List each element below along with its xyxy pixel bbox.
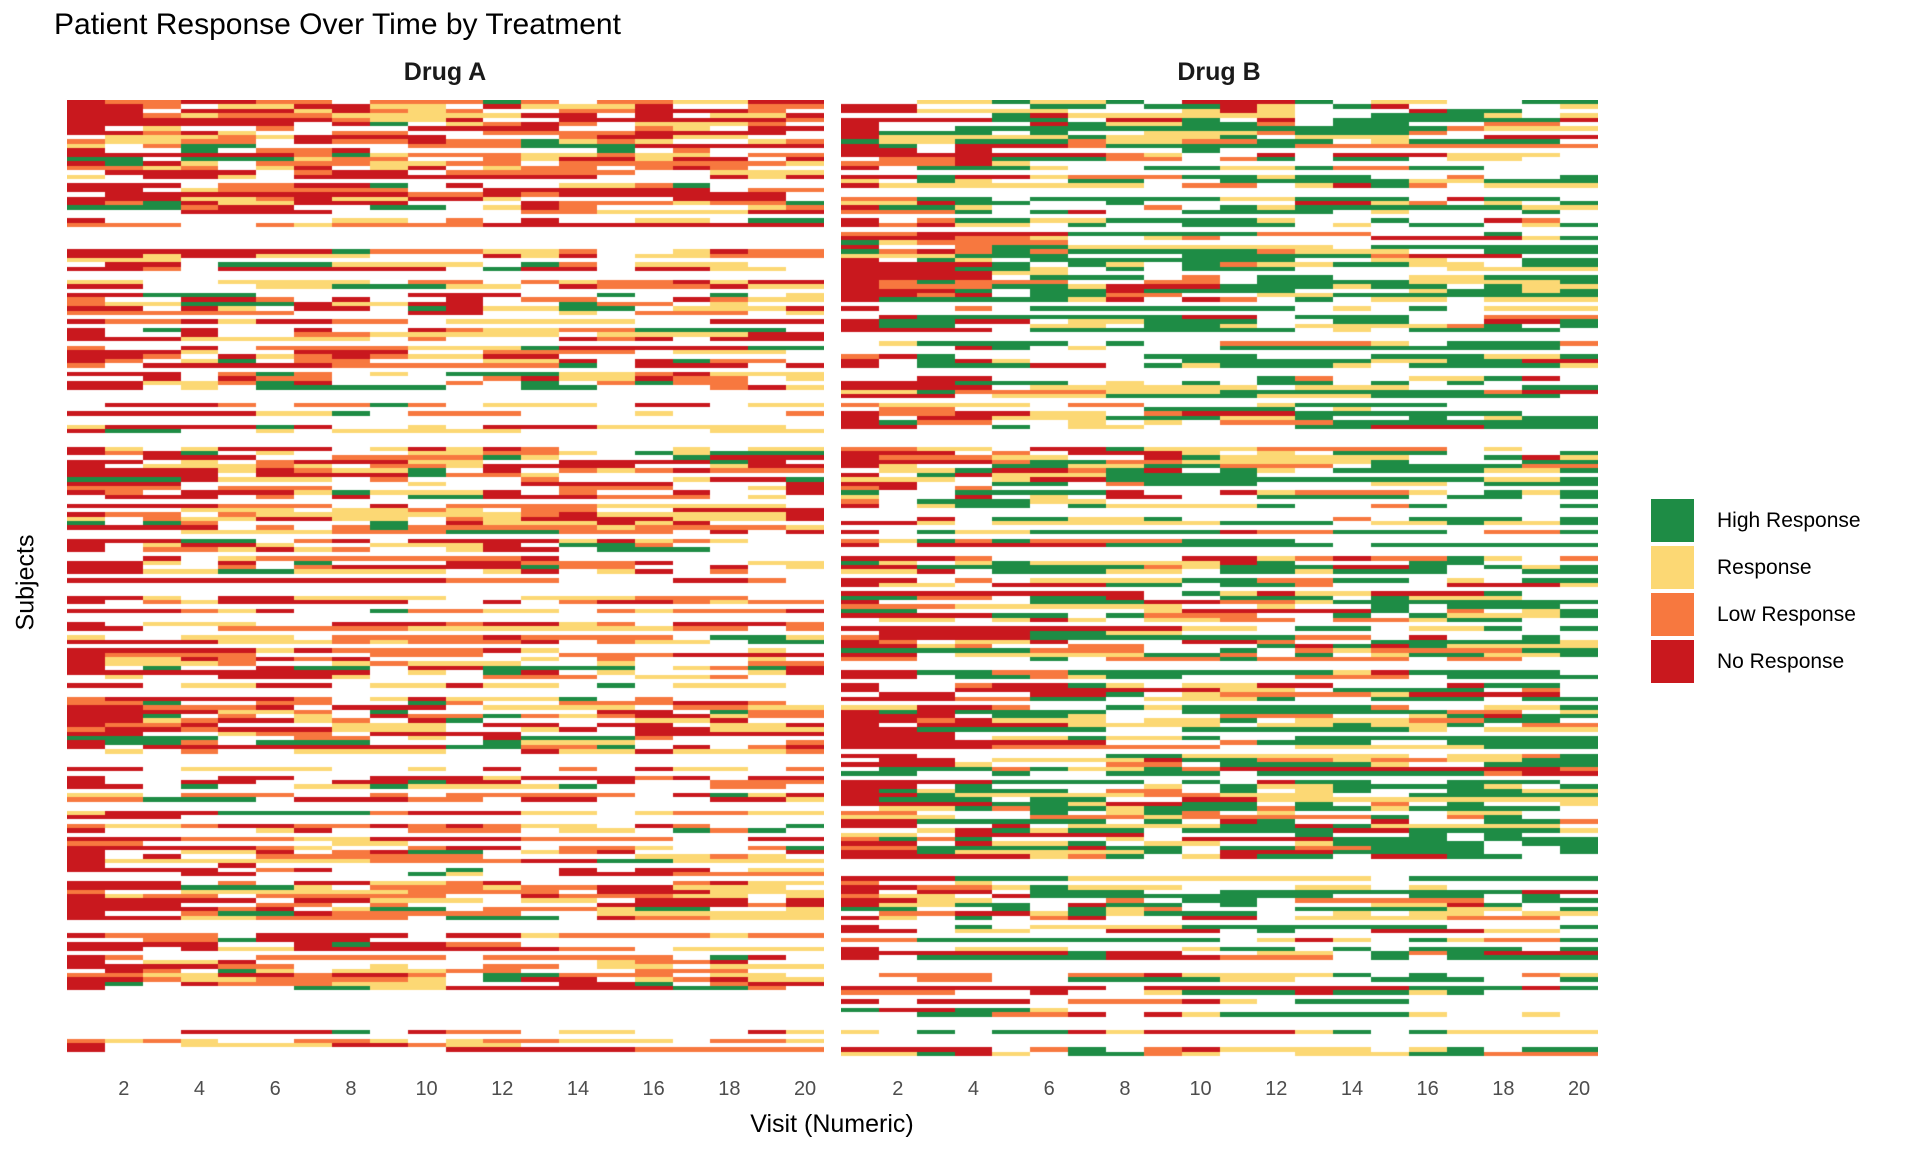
legend-label-low-response: Low Response [1717,602,1856,626]
facet-strip-drug-b: Drug B [1177,58,1261,86]
chart-title: Patient Response Over Time by Treatment [54,8,621,41]
x-tick-label: 12 [491,1078,514,1100]
x-tick-label: 4 [967,1078,980,1100]
legend-label-response: Response [1717,555,1812,579]
x-tick-label: 8 [345,1078,357,1100]
heatmap-panel-drug-b [841,100,1598,1065]
legend-item-high-response: High Response [1651,499,1861,542]
x-tick-label: 8 [1119,1078,1131,1100]
legend-item-no-response: No Response [1651,640,1861,683]
legend-item-low-response: Low Response [1651,593,1861,636]
x-axis-title: Visit (Numeric) [750,1110,914,1138]
x-tick-label: 12 [1265,1078,1288,1100]
legend-swatch-low-response [1651,593,1694,636]
x-tick-label: 2 [118,1078,130,1100]
legend-label-no-response: No Response [1717,649,1845,673]
x-tick-label: 6 [1043,1078,1055,1100]
x-tick-label: 4 [193,1078,206,1100]
x-tick-label: 16 [1416,1078,1439,1100]
legend-swatch-response [1651,546,1694,589]
x-tick-label: 18 [718,1078,741,1100]
legend-swatch-no-response [1651,640,1694,683]
x-tick-label: 14 [566,1078,590,1100]
x-tick-label: 14 [1340,1078,1364,1100]
heatmap-canvas-drug-b [841,100,1598,1065]
legend-label-high-response: High Response [1717,508,1861,532]
y-axis-title: Subjects [11,534,40,631]
x-tick-label: 18 [1492,1078,1515,1100]
heatmap-canvas-drug-a [67,100,824,1065]
x-tick-label: 20 [1567,1078,1591,1100]
x-tick-label: 2 [892,1078,904,1100]
x-tick-label: 16 [642,1078,665,1100]
x-tick-label: 10 [415,1078,438,1100]
x-tick-label: 6 [269,1078,281,1100]
x-axis-ticks: 2 4 6 8 10 12 14 16 18 20 2 4 6 8 10 12 14 16 18 20 [0,1078,1920,1104]
facet-strip-drug-a: Drug A [403,58,487,86]
legend-item-response: Response [1651,546,1861,589]
x-tick-label: 20 [793,1078,817,1100]
x-tick-label: 10 [1189,1078,1212,1100]
heatmap-panel-drug-a [67,100,824,1065]
legend-swatch-high-response [1651,499,1694,542]
legend: High Response Response Low Response No R… [1651,499,1861,687]
